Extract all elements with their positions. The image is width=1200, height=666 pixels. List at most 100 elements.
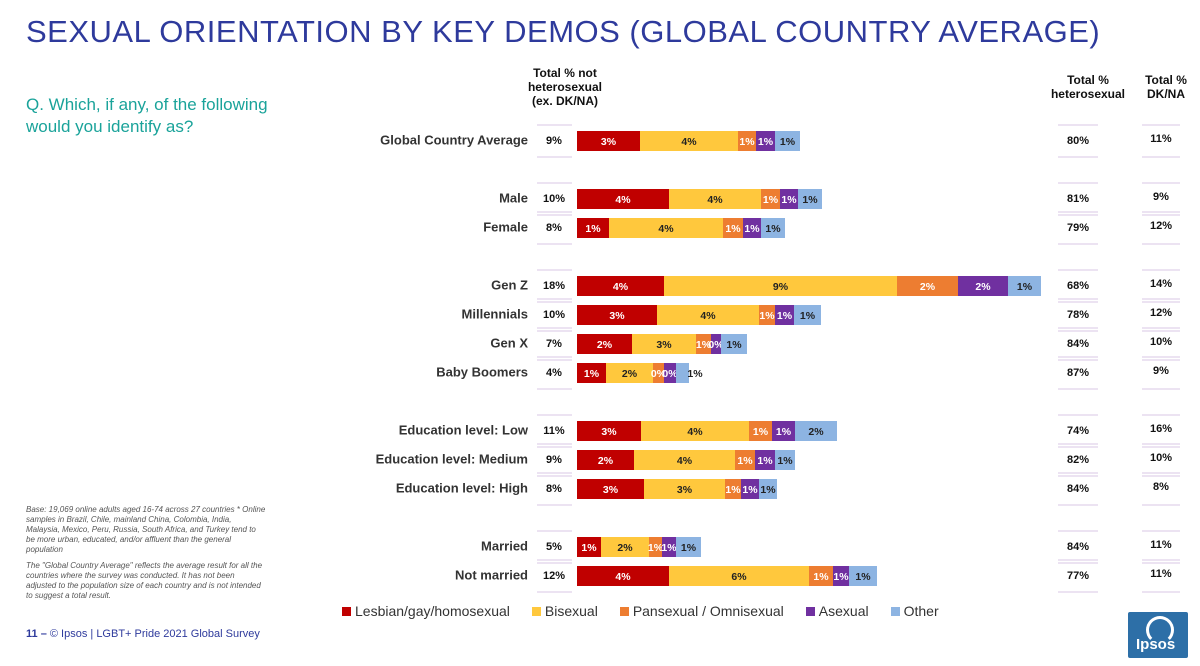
bar-segment-lesbian-gay-homosexual [577, 537, 601, 557]
row-label: Education level: Low [399, 422, 529, 437]
bar-segment-pansexual-omnisexual [649, 537, 662, 557]
bar-segment-asexual [958, 276, 1008, 296]
bar-data-label: 9% [773, 281, 789, 293]
bar-segment-other [798, 189, 822, 209]
value-dkna: 16% [1150, 423, 1172, 435]
bar-segment-bisexual [601, 537, 649, 557]
value-dkna: 11% [1150, 539, 1172, 551]
bar-data-label: 2% [622, 368, 638, 380]
bar-segment-asexual [664, 363, 676, 383]
legend-item: Other [890, 603, 939, 619]
bar-segment-asexual [775, 305, 794, 325]
bar-data-label: 1% [648, 542, 664, 554]
value-not-heterosexual: 8% [546, 222, 562, 234]
bar-segment-asexual [711, 334, 721, 354]
bar-segment-pansexual-omnisexual [897, 276, 958, 296]
bar-data-label: 1% [725, 484, 741, 496]
column-header-heterosexual: Total % heterosexual [1050, 73, 1126, 101]
value-not-heterosexual: 5% [546, 541, 562, 553]
bar-segment-bisexual [609, 218, 723, 238]
value-dkna: 10% [1150, 452, 1172, 464]
bar-data-label: 1% [584, 368, 600, 380]
footer-copyright: © Ipsos | LGBT+ Pride 2021 Global Survey [49, 628, 260, 640]
value-dkna: 8% [1153, 481, 1169, 493]
value-heterosexual: 74% [1067, 425, 1089, 437]
legend-label: Asexual [818, 603, 869, 619]
bar-segment-other [676, 363, 689, 383]
value-heterosexual: 81% [1067, 193, 1089, 205]
bar-segment-pansexual-omnisexual [809, 566, 833, 586]
bar-data-label: 4% [707, 194, 723, 206]
value-dkna: 11% [1150, 133, 1172, 145]
bar-data-label: 0% [662, 368, 678, 380]
value-not-heterosexual: 18% [543, 280, 565, 292]
bar-data-label: 3% [677, 484, 693, 496]
legend-item: Bisexual [531, 603, 598, 619]
bar-segment-lesbian-gay-homosexual [577, 450, 634, 470]
value-heterosexual: 80% [1067, 135, 1089, 147]
row-label: Married [481, 538, 528, 553]
bar-data-label: 1% [777, 455, 793, 467]
bar-segment-lesbian-gay-homosexual [577, 334, 632, 354]
bar-segment-pansexual-omnisexual [653, 363, 664, 383]
chart-legend: Lesbian/gay/homosexual Bisexual Pansexual … [342, 603, 939, 619]
legend-item: Asexual [805, 603, 869, 619]
bar-data-label: 1% [681, 542, 697, 554]
bar-data-label: 4% [700, 310, 716, 322]
bar-segment-pansexual-omnisexual [696, 334, 711, 354]
bar-data-label: 1% [753, 426, 769, 438]
bar-data-label: 1% [696, 339, 712, 351]
value-heterosexual: 87% [1067, 367, 1089, 379]
bar-data-label: 4% [681, 136, 697, 148]
bar-data-label: 1% [581, 542, 597, 554]
page-number-dash: – [40, 628, 50, 640]
row-label: Global Country Average [380, 132, 528, 147]
bar-segment-other [761, 218, 785, 238]
bar-segment-asexual [743, 218, 761, 238]
ipsos-logo: Ipsos [1128, 612, 1188, 658]
value-not-heterosexual: 7% [546, 338, 562, 350]
legend-label: Bisexual [544, 603, 598, 619]
bar-data-label: 2% [597, 339, 613, 351]
legend-label: Lesbian/gay/homosexual [355, 603, 510, 619]
page-title: SEXUAL ORIENTATION BY KEY DEMOS (GLOBAL … [26, 14, 1101, 49]
bar-data-label: 1% [585, 223, 601, 235]
bar-segment-lesbian-gay-homosexual [577, 276, 664, 296]
bar-data-label: 1% [765, 223, 781, 235]
bar-segment-lesbian-gay-homosexual [577, 363, 606, 383]
stacked-bar-chart: Global Country Average 9% 80% 11%3% 4% 1% 1% 1%… [376, 124, 1180, 593]
value-heterosexual: 84% [1067, 338, 1089, 350]
value-heterosexual: 78% [1067, 309, 1089, 321]
bar-segment-other [794, 305, 821, 325]
footnote-base: Base: 19,069 online adults aged 16-74 ac… [26, 505, 266, 554]
bar-data-label: 1% [742, 484, 758, 496]
legend-label: Pansexual / Omnisexual [632, 603, 784, 619]
bar-segment-pansexual-omnisexual [735, 450, 755, 470]
value-dkna: 12% [1150, 220, 1172, 232]
bar-data-label: 3% [601, 426, 617, 438]
bar-data-label: 1% [726, 339, 742, 351]
bar-segment-other [849, 566, 877, 586]
value-heterosexual: 82% [1067, 454, 1089, 466]
bar-segment-other [775, 131, 800, 151]
value-heterosexual: 79% [1067, 222, 1089, 234]
row-label: Male [499, 190, 528, 205]
bar-segment-lesbian-gay-homosexual [577, 421, 641, 441]
bar-segment-asexual [780, 189, 798, 209]
bar-segment-pansexual-omnisexual [723, 218, 743, 238]
legend-label: Other [903, 603, 939, 619]
bar-data-label: 2% [617, 542, 633, 554]
bar-data-label: 4% [658, 223, 674, 235]
bar-segment-lesbian-gay-homosexual [577, 566, 669, 586]
bar-data-label: 1% [813, 571, 829, 583]
bar-data-label: 2% [920, 281, 936, 293]
legend-item: Pansexual / Omnisexual [619, 603, 784, 619]
bar-segment-other [795, 421, 837, 441]
bar-data-label: 6% [731, 571, 747, 583]
bar-segment-lesbian-gay-homosexual [577, 479, 644, 499]
bar-segment-pansexual-omnisexual [725, 479, 741, 499]
legend-swatch [805, 606, 815, 616]
bar-data-label: 0% [651, 368, 667, 380]
bar-data-label: 1% [760, 484, 776, 496]
value-not-heterosexual: 12% [543, 570, 565, 582]
